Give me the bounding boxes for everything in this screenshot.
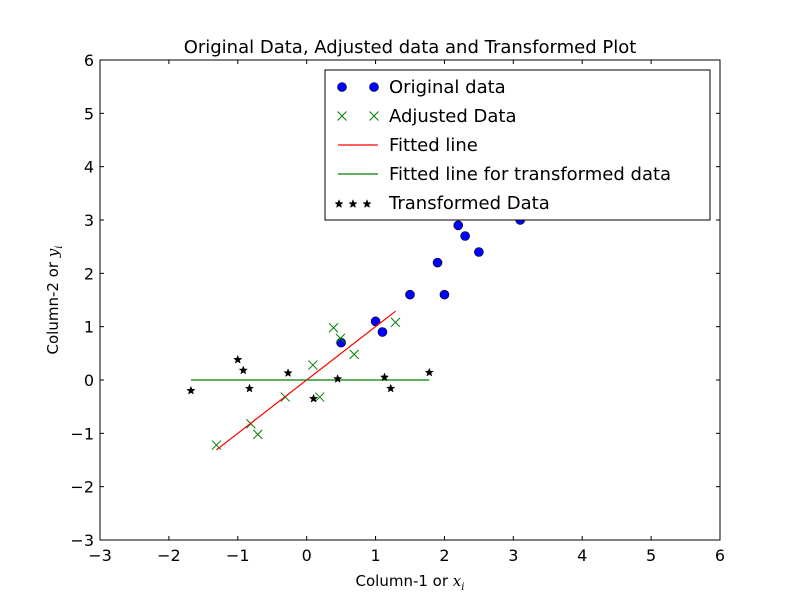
legend-marker — [369, 82, 379, 92]
data-point — [308, 360, 318, 370]
data-point — [379, 372, 390, 382]
x-tick-label: 6 — [715, 546, 725, 565]
data-point — [238, 365, 248, 375]
axis-label-variable: y — [44, 248, 62, 258]
y-tick-label: 2 — [84, 264, 94, 283]
x-tick-label: 3 — [508, 546, 518, 565]
data-point — [252, 429, 263, 440]
legend-marker — [337, 111, 347, 121]
y-tick-label: 6 — [84, 51, 94, 70]
x-marker-stroke — [349, 349, 360, 360]
legend-item: Original data — [337, 77, 506, 98]
data-point — [314, 392, 325, 402]
data-point — [424, 367, 434, 377]
x-marker-stroke — [211, 440, 222, 450]
legend-box — [324, 69, 711, 221]
y-tick-label: −3 — [70, 531, 94, 550]
series-transformed-data — [186, 354, 434, 403]
legend-marker — [348, 199, 358, 208]
x-tick-label: 2 — [439, 546, 449, 565]
x-marker-stroke — [308, 360, 318, 370]
legend-item: Adjusted Data — [337, 106, 516, 127]
data-point — [453, 220, 464, 231]
axis-label-subscript: i — [461, 582, 464, 593]
axis-label-subscript: i — [54, 246, 65, 249]
data-point — [349, 349, 360, 360]
data-point — [432, 257, 443, 268]
data-point — [439, 289, 450, 300]
axes-frame — [99, 59, 721, 541]
legend-label: Transformed Data — [388, 193, 550, 214]
x-tick-label: −1 — [226, 546, 250, 565]
axis-ticks: −3 −2 −1 0 1 2 3 4 5 6 −3 −2 −1 0 1 2 3 4 5 6 — [70, 51, 725, 565]
x-tick-label: −3 — [88, 546, 112, 565]
data-point — [405, 289, 415, 300]
legend-marker — [337, 82, 347, 92]
axis-label-variable: x — [453, 572, 462, 590]
data-point — [335, 333, 346, 344]
data-point — [377, 327, 388, 337]
x-marker-stroke — [328, 322, 339, 333]
x-tick-label: −2 — [157, 546, 181, 565]
x-marker-stroke — [390, 317, 401, 328]
x-tick-label: 1 — [370, 546, 380, 565]
y-tick-label: 1 — [84, 318, 94, 337]
data-point — [283, 368, 293, 378]
chart-title: Original Data, Adjusted data and Transfo… — [184, 37, 637, 58]
legend-item: Transformed Data — [334, 193, 550, 214]
x-marker-stroke — [314, 392, 325, 402]
x-marker-stroke — [337, 111, 347, 121]
data-point — [333, 374, 343, 383]
y-tick-label: 3 — [84, 211, 94, 230]
y-axis-label: Column-2 or yi — [44, 246, 65, 355]
x-tick-label: 4 — [577, 546, 587, 565]
data-point — [386, 383, 396, 393]
legend-label: Adjusted Data — [389, 106, 516, 127]
legend-marker — [334, 199, 344, 208]
x-tick-label: 5 — [646, 546, 656, 565]
legend-label: Original data — [389, 77, 506, 98]
data-point — [186, 385, 196, 395]
data-point — [460, 231, 470, 241]
data-point — [370, 316, 381, 327]
axis-label-text: Column-1 or — [356, 572, 453, 590]
legend-marker — [369, 111, 379, 121]
y-tick-label: −1 — [70, 424, 94, 443]
y-tick-label: 0 — [84, 371, 94, 390]
legend-label: Fitted line for transformed data — [389, 164, 671, 185]
legend-item: Fitted line — [338, 135, 478, 156]
x-axis-label: Column-1 or xi — [356, 572, 465, 593]
data-point — [474, 247, 484, 257]
y-tick-label: −2 — [70, 478, 94, 497]
y-tick-label: 5 — [84, 104, 94, 123]
data-point — [233, 354, 243, 364]
data-point — [328, 322, 339, 333]
legend-marker — [362, 199, 372, 208]
y-tick-label: 4 — [84, 158, 94, 177]
legend-label: Fitted line — [389, 135, 478, 156]
x-marker-stroke — [369, 111, 379, 121]
legend: Original data Adjusted Data Fitted line Fit… — [324, 69, 711, 221]
axis-label-text: Column-2 or — [44, 257, 62, 354]
x-marker-stroke — [335, 333, 346, 344]
x-tick-label: 0 — [302, 546, 312, 565]
data-point — [244, 383, 255, 393]
x-marker-stroke — [252, 429, 263, 440]
legend-item: Fitted line for transformed data — [338, 164, 671, 185]
data-point — [390, 317, 401, 328]
data-point — [308, 393, 319, 403]
